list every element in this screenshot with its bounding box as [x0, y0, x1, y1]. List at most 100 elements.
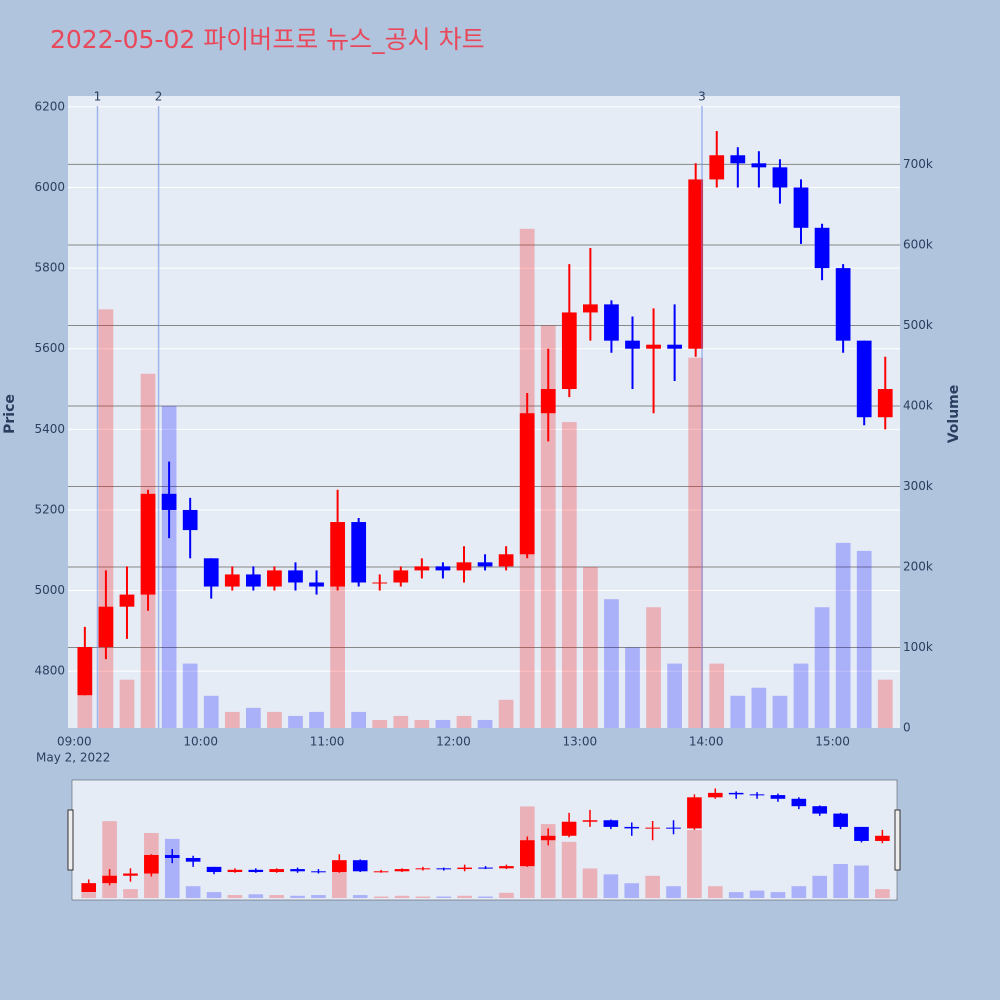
candle-body	[625, 340, 640, 349]
volume-bar	[161, 405, 177, 728]
slider-volume-bar	[666, 886, 681, 898]
candle-body	[414, 566, 430, 571]
y2-tick-label: 300k	[903, 479, 933, 493]
volume-bar	[709, 663, 725, 728]
slider-candle-body	[624, 826, 640, 829]
slider-volume-bar	[499, 892, 514, 898]
slider-candle-body	[770, 795, 786, 799]
volume-bar	[267, 711, 282, 728]
slider-candle-body	[499, 866, 514, 869]
slider-volume-bar	[394, 895, 410, 898]
slider-candle-body	[227, 869, 243, 873]
volume-bar	[582, 566, 598, 728]
plot-area	[68, 96, 900, 728]
y2-tick-label: 500k	[903, 318, 933, 332]
y-tick-label: 5200	[34, 502, 65, 516]
volume-bar	[877, 679, 893, 728]
volume-bar	[561, 422, 577, 728]
annotation-label: 1	[94, 90, 102, 104]
y2-tick-label: 0	[903, 721, 911, 735]
slider-candle-body	[812, 806, 828, 814]
slider-candle-body	[436, 868, 452, 870]
slider-handle[interactable]	[67, 809, 74, 871]
slider-candle-body	[603, 820, 619, 827]
y2-axis-title: Volume	[946, 385, 962, 444]
x-tick-label: 10:00	[183, 735, 218, 749]
slider-candle-body	[394, 869, 410, 872]
slider-candle-body	[457, 867, 472, 870]
slider-volume-bar	[269, 895, 284, 898]
slider-candle-body	[415, 868, 431, 870]
volume-bar	[772, 695, 788, 728]
slider-handle[interactable]	[894, 809, 901, 871]
volume-bar	[309, 711, 324, 728]
slider-volume-bar	[791, 886, 807, 898]
slider-volume-bar	[728, 892, 744, 898]
candle-body	[477, 562, 493, 567]
slider-volume-bar	[707, 886, 723, 898]
slider-candle-body	[645, 827, 660, 829]
slider-volume-bar	[770, 892, 786, 898]
slider-volume-bar	[123, 889, 138, 898]
slider-volume-bar	[332, 868, 347, 898]
volume-bar	[688, 357, 704, 728]
slider-volume-bar	[457, 895, 472, 898]
slider-candle-body	[749, 794, 765, 796]
slider-candle-body	[520, 840, 535, 867]
volume-bar	[498, 699, 514, 728]
slider-candle-body	[352, 860, 368, 872]
candle-body	[667, 344, 682, 349]
candle-body	[751, 163, 767, 168]
slider-volume-bar	[227, 895, 243, 898]
y-tick-label: 4800	[34, 664, 65, 678]
slider-candle-body	[478, 867, 493, 869]
y-tick-label: 5600	[34, 341, 65, 355]
slider-volume-bar	[603, 874, 619, 898]
volume-bar	[435, 719, 451, 728]
slider-candle-body	[123, 873, 138, 876]
volume-bar	[730, 695, 746, 728]
y-tick-label: 5400	[34, 422, 65, 436]
x-tick-label: 14:00	[689, 735, 724, 749]
candle-body	[561, 312, 577, 390]
volume-bar	[119, 679, 135, 728]
volume-bar	[793, 663, 809, 728]
candle-body	[856, 340, 872, 418]
volume-bar	[330, 566, 345, 728]
slider-candle-body	[540, 835, 556, 841]
annotation-label: 3	[698, 90, 706, 104]
candle-body	[224, 574, 240, 587]
slider-volume-bar	[102, 821, 117, 898]
slider-candle-body	[206, 866, 222, 873]
slider-volume-bar	[812, 875, 828, 898]
y-axis-title: Price	[2, 394, 18, 434]
candle-body	[793, 187, 809, 228]
slider-volume-bar	[436, 896, 452, 898]
slider-candle-body	[248, 869, 264, 873]
volume-bar	[646, 607, 661, 728]
slider-candle-body	[687, 797, 702, 829]
slider-volume-bar	[875, 889, 890, 898]
slider-candle-body	[582, 820, 598, 822]
slider-volume-bar	[415, 896, 431, 898]
volume-bar	[751, 687, 767, 728]
x-tick-label: 11:00	[310, 735, 345, 749]
slider-volume-bar	[290, 895, 305, 898]
volume-bar	[288, 715, 303, 728]
candle-body	[498, 554, 514, 567]
candle-body	[77, 646, 93, 696]
slider-candle-body	[707, 792, 723, 798]
volume-bar	[351, 711, 367, 728]
y2-tick-label: 600k	[903, 237, 933, 251]
volume-bar	[98, 309, 114, 728]
range-slider[interactable]	[71, 779, 898, 901]
slider-volume-bar	[206, 892, 222, 898]
slider-volume-bar	[582, 868, 598, 898]
candle-body	[688, 179, 704, 349]
candle-body	[814, 227, 830, 269]
candle-body	[709, 155, 725, 180]
slider-volume-bar	[749, 890, 765, 898]
slider-volume-bar	[81, 892, 97, 898]
volume-bar	[245, 707, 261, 728]
candle-body	[330, 522, 345, 587]
